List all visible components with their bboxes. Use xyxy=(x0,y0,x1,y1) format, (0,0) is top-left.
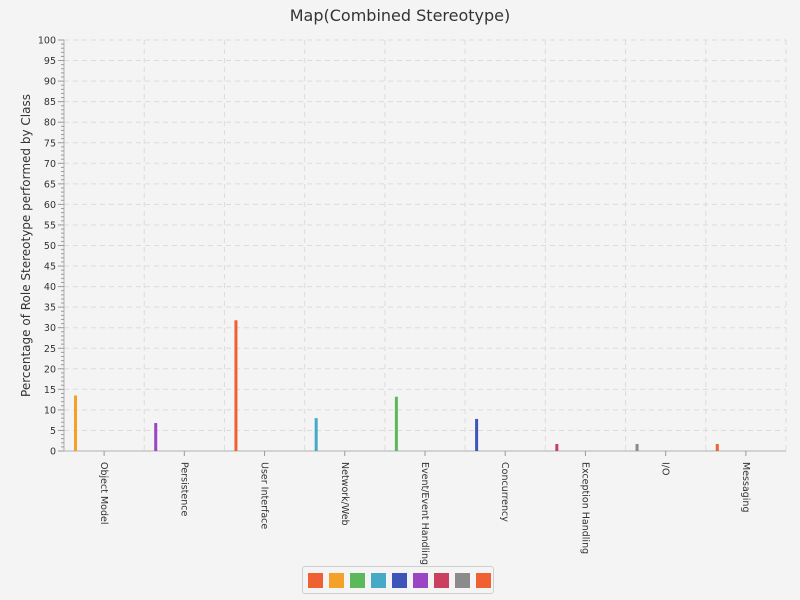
y-tick-label: 30 xyxy=(44,323,56,334)
bar-8 xyxy=(715,444,719,451)
y-tick-label: 85 xyxy=(44,97,56,108)
x-tick-label: Persistence xyxy=(178,462,189,516)
legend-swatch-1 xyxy=(329,572,344,588)
y-tick-label: 70 xyxy=(44,159,56,170)
y-tick-label: 50 xyxy=(44,241,56,252)
bar-0 xyxy=(74,395,77,451)
bar-2 xyxy=(234,320,238,451)
legend-swatch-6 xyxy=(434,572,449,588)
bar-7 xyxy=(635,444,639,451)
x-tick-label: Messaging xyxy=(740,462,751,512)
x-tick-label: I/O xyxy=(660,462,671,475)
chart-title: Map(Combined Stereotype) xyxy=(289,6,511,25)
y-tick-label: 80 xyxy=(44,118,56,129)
bar-5 xyxy=(475,418,479,451)
y-tick-label: 40 xyxy=(44,282,56,293)
y-tick-label: 20 xyxy=(44,364,56,375)
legend-swatch-4 xyxy=(392,572,407,588)
bar-1 xyxy=(154,423,158,451)
y-tick-label: 95 xyxy=(44,56,56,67)
y-tick-label: 65 xyxy=(44,179,56,190)
x-tick-label: Event/Event Handling xyxy=(419,462,430,565)
y-tick-label: 0 xyxy=(50,447,56,458)
legend-swatch-2 xyxy=(350,572,365,588)
legend-swatch-8 xyxy=(476,572,491,588)
chart-legend xyxy=(302,566,494,594)
y-tick-label: 15 xyxy=(44,385,56,396)
bar-4 xyxy=(394,396,398,451)
y-tick-label: 25 xyxy=(44,344,56,355)
x-tick-label: Network/Web xyxy=(339,462,350,526)
y-tick-label: 60 xyxy=(44,200,56,211)
legend-swatch-3 xyxy=(371,572,386,588)
y-axis-label: Percentage of Role Stereotype performed … xyxy=(19,94,33,397)
legend-swatch-5 xyxy=(413,572,428,588)
x-tick-label: Object Model xyxy=(98,462,109,524)
y-tick-label: 35 xyxy=(44,303,56,314)
y-tick-label: 5 xyxy=(50,426,56,437)
y-tick-label: 75 xyxy=(44,138,56,149)
y-tick-label: 100 xyxy=(38,36,56,47)
y-tick-label: 55 xyxy=(44,220,56,231)
legend-swatch-7 xyxy=(455,572,470,588)
x-tick-label: Exception Handling xyxy=(579,462,590,554)
legend-swatch-0 xyxy=(308,572,323,588)
y-tick-label: 90 xyxy=(44,77,56,88)
x-tick-label: User Interface xyxy=(259,462,270,529)
bar-3 xyxy=(314,418,318,451)
y-tick-label: 45 xyxy=(44,262,56,273)
bar-6 xyxy=(555,444,559,451)
y-tick-label: 10 xyxy=(44,405,56,416)
x-tick-label: Concurrency xyxy=(499,462,510,522)
